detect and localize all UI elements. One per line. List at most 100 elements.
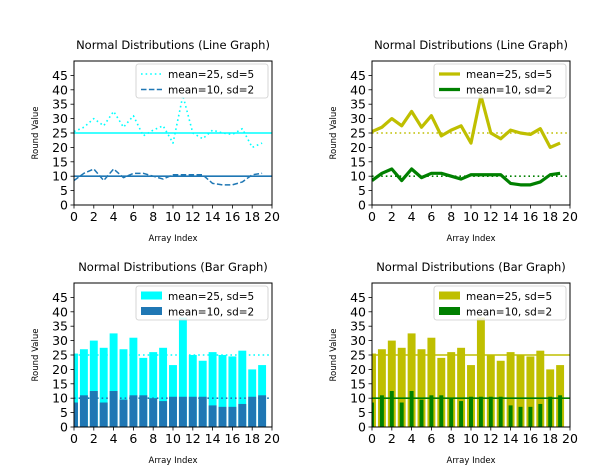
bar	[548, 396, 553, 427]
y-tick-label: 20	[52, 362, 68, 377]
y-tick-label: 15	[350, 154, 366, 169]
bar	[169, 396, 177, 427]
bar	[238, 350, 247, 427]
bar	[99, 402, 108, 427]
x-tick-label: 20	[562, 209, 578, 224]
bar	[486, 355, 495, 427]
legend-label: mean=10, sd=2	[168, 307, 254, 319]
series-line	[74, 94, 263, 149]
y-tick-label: 5	[358, 183, 366, 198]
x-tick-label: 6	[427, 209, 435, 224]
bar	[89, 391, 98, 427]
legend-swatch	[141, 307, 162, 315]
bar	[407, 333, 416, 427]
x-tick-label: 18	[542, 431, 558, 446]
chart-panel-4: Normal Distributions (Bar Graph)0 2 4 6 8 10 1…	[329, 260, 578, 466]
y-tick-label: 45	[52, 290, 68, 305]
y-tick-label: 35	[52, 97, 68, 112]
bar	[218, 355, 227, 427]
y-tick-label: 45	[350, 68, 366, 83]
bar	[109, 391, 118, 427]
plot-area	[372, 93, 570, 187]
x-axis-label: Array Index	[149, 234, 198, 244]
y-tick-label: 15	[52, 154, 68, 169]
bar	[248, 396, 257, 427]
y-tick-label: 20	[52, 140, 68, 155]
x-tick-label: 2	[388, 209, 396, 224]
legend-label: mean=25, sd=5	[466, 69, 552, 81]
bar	[449, 398, 454, 427]
legend-frame	[433, 285, 567, 321]
bar	[389, 391, 394, 427]
x-tick-label: 20	[264, 431, 280, 446]
chart-title: Normal Distributions (Bar Graph)	[376, 260, 566, 274]
bar	[129, 395, 138, 427]
x-tick-label: 18	[244, 209, 260, 224]
bar	[469, 396, 473, 427]
x-tick-label: 10	[165, 431, 181, 446]
bar	[498, 396, 503, 427]
bar	[218, 406, 227, 427]
legend-label: mean=10, sd=2	[466, 307, 552, 319]
legend-label: mean=25, sd=5	[466, 291, 552, 303]
bar	[139, 357, 148, 427]
bar	[506, 352, 515, 427]
y-tick-label: 35	[52, 319, 68, 334]
y-tick-label: 0	[60, 420, 68, 435]
x-tick-label: 12	[483, 209, 499, 224]
x-axis-label: Array Index	[149, 456, 198, 466]
legend: mean=25, sd=5 mean=10, sd=2	[433, 63, 567, 99]
y-tick-label: 25	[52, 348, 68, 363]
bar	[74, 402, 78, 427]
bar	[437, 357, 446, 427]
x-tick-label: 10	[463, 431, 479, 446]
bar	[387, 340, 396, 427]
y-tick-label: 30	[52, 333, 68, 348]
bar	[178, 317, 187, 427]
bar	[429, 395, 434, 427]
bar	[238, 403, 247, 427]
y-tick-label: 15	[350, 376, 366, 391]
bar	[188, 396, 197, 427]
legend-swatch	[141, 291, 162, 300]
chart-panel-1: Normal Distributions (Line Graph)0 2 4 6 8 10…	[31, 38, 280, 244]
legend-swatch	[439, 307, 460, 315]
legend-label: mean=10, sd=2	[168, 85, 254, 97]
bar	[99, 347, 108, 427]
y-axis-label: Round Value	[31, 107, 41, 160]
bar	[228, 406, 237, 427]
bar	[488, 396, 493, 427]
x-tick-label: 8	[447, 431, 455, 446]
y-tick-label: 40	[52, 304, 68, 319]
chart-title: Normal Distributions (Line Graph)	[374, 38, 568, 52]
bar	[447, 352, 456, 427]
x-tick-label: 16	[522, 431, 538, 446]
y-tick-label: 15	[52, 376, 68, 391]
bar	[536, 350, 545, 427]
x-tick-label: 8	[149, 209, 157, 224]
x-axis-label: Array Index	[447, 456, 496, 466]
y-tick-label: 40	[52, 82, 68, 97]
bar	[528, 406, 533, 427]
y-tick-label: 40	[350, 82, 366, 97]
bar	[476, 317, 485, 427]
x-tick-label: 6	[129, 431, 137, 446]
chart-panel-2: Normal Distributions (Line Graph)0 2 4 6 8 10…	[329, 38, 578, 244]
x-tick-label: 2	[90, 431, 98, 446]
x-tick-label: 14	[503, 209, 519, 224]
bar	[129, 337, 138, 427]
x-tick-label: 10	[463, 209, 479, 224]
y-tick-label: 10	[52, 391, 68, 406]
bar	[457, 347, 466, 427]
x-tick-label: 16	[224, 431, 240, 446]
legend: mean=25, sd=5 mean=10, sd=2	[135, 285, 269, 321]
x-tick-label: 16	[522, 209, 538, 224]
x-tick-label: 12	[185, 209, 201, 224]
y-tick-label: 25	[350, 348, 366, 363]
bar	[419, 399, 424, 427]
y-tick-label: 40	[350, 304, 366, 319]
bar	[417, 349, 426, 427]
bar	[109, 333, 118, 427]
bar	[459, 401, 464, 427]
